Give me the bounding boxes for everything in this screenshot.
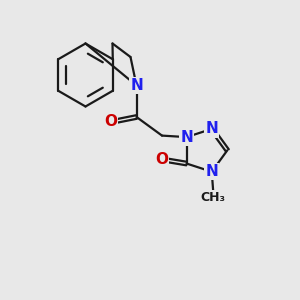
Text: N: N bbox=[206, 164, 218, 179]
Text: N: N bbox=[206, 122, 218, 136]
Text: N: N bbox=[180, 130, 193, 145]
Text: CH₃: CH₃ bbox=[201, 191, 226, 204]
Text: O: O bbox=[155, 152, 168, 167]
Text: N: N bbox=[130, 78, 143, 93]
Text: O: O bbox=[104, 114, 117, 129]
